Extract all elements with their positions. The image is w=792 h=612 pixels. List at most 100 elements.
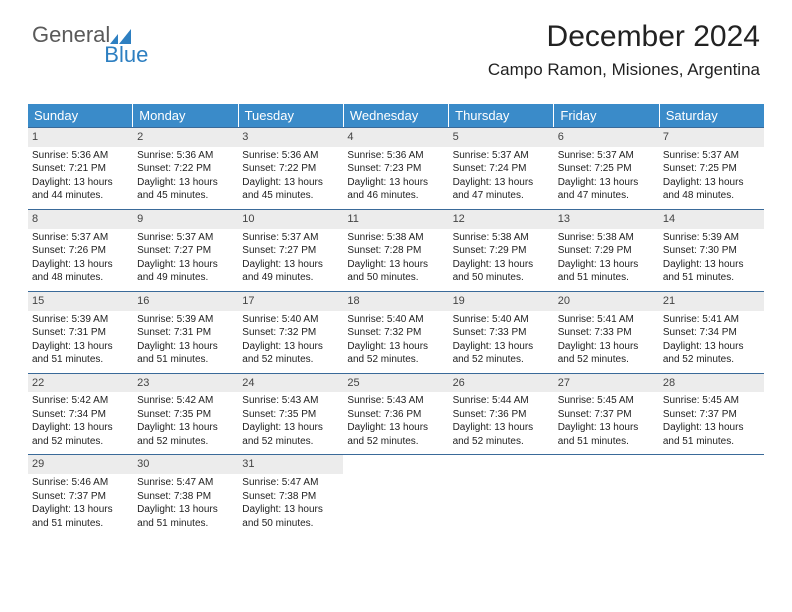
- sunrise-line: Sunrise: 5:47 AM: [242, 476, 339, 490]
- sunset-line: Sunset: 7:28 PM: [347, 244, 444, 258]
- day-header: Saturday: [660, 104, 764, 127]
- sunrise-line: Sunrise: 5:45 AM: [558, 394, 655, 408]
- sunset-line: Sunset: 7:21 PM: [32, 162, 129, 176]
- sunrise-line: Sunrise: 5:39 AM: [32, 313, 129, 327]
- sunset-line: Sunset: 7:38 PM: [137, 490, 234, 504]
- day-number: 5: [449, 128, 554, 147]
- day-number: 3: [238, 128, 343, 147]
- calendar-week-row: 22Sunrise: 5:42 AMSunset: 7:34 PMDayligh…: [28, 373, 764, 455]
- day-number: 14: [659, 210, 764, 229]
- calendar-day-cell: 20Sunrise: 5:41 AMSunset: 7:33 PMDayligh…: [554, 292, 659, 373]
- daylight-line: Daylight: 13 hours and 52 minutes.: [453, 340, 550, 367]
- calendar-day-cell: 3 Sunrise: 5:36 AMSunset: 7:22 PMDaylight…: [238, 128, 343, 209]
- calendar-day-cell: 26Sunrise: 5:44 AMSunset: 7:36 PMDayligh…: [449, 374, 554, 455]
- day-header: Tuesday: [239, 104, 344, 127]
- calendar-day-cell: 31 Sunrise: 5:47 AMSunset: 7:38 PMDayligh…: [238, 455, 343, 536]
- calendar-day-cell: 14 Sunrise: 5:39 AMSunset: 7:30 PMDayligh…: [659, 210, 764, 291]
- daylight-line: Daylight: 13 hours and 52 minutes.: [347, 340, 444, 367]
- daylight-line: Daylight: 13 hours and 47 minutes.: [453, 176, 550, 203]
- daylight-line: Daylight: 13 hours and 52 minutes.: [242, 340, 339, 367]
- sunset-line: Sunset: 7:22 PM: [242, 162, 339, 176]
- calendar-day-cell: 19Sunrise: 5:40 AMSunset: 7:33 PMDayligh…: [449, 292, 554, 373]
- calendar-body: 1 Sunrise: 5:36 AM Sunset: 7:21 PM Daylight…: [28, 127, 764, 536]
- sunset-line: Sunset: 7:37 PM: [558, 408, 655, 422]
- sunset-line: Sunset: 7:30 PM: [663, 244, 760, 258]
- daylight-line: Daylight: 13 hours and 52 minutes.: [242, 421, 339, 448]
- day-number: 11: [343, 210, 448, 229]
- page-subtitle: Campo Ramon, Misiones, Argentina: [488, 60, 760, 80]
- calendar-day-cell: 15Sunrise: 5:39 AMSunset: 7:31 PMDayligh…: [28, 292, 133, 373]
- sunset-line: Sunset: 7:22 PM: [137, 162, 234, 176]
- day-number: 19: [449, 292, 554, 311]
- day-number: 30: [133, 455, 238, 474]
- daylight-line: Daylight: 13 hours and 51 minutes.: [32, 340, 129, 367]
- sunrise-line: Sunrise: 5:38 AM: [453, 231, 550, 245]
- day-number: 12: [449, 210, 554, 229]
- sunset-line: Sunset: 7:23 PM: [347, 162, 444, 176]
- sunrise-line: Sunrise: 5:41 AM: [558, 313, 655, 327]
- sunrise-line: Sunrise: 5:39 AM: [663, 231, 760, 245]
- sunrise-line: Sunrise: 5:41 AM: [663, 313, 760, 327]
- daylight-line: Daylight: 13 hours and 51 minutes.: [663, 258, 760, 285]
- sunset-line: Sunset: 7:38 PM: [242, 490, 339, 504]
- day-number: 22: [28, 374, 133, 393]
- sunset-line: Sunset: 7:33 PM: [453, 326, 550, 340]
- sunset-line: Sunset: 7:32 PM: [347, 326, 444, 340]
- sunrise-line: Sunrise: 5:42 AM: [32, 394, 129, 408]
- daylight-line: Daylight: 13 hours and 47 minutes.: [558, 176, 655, 203]
- day-header: Monday: [133, 104, 238, 127]
- day-number: 31: [238, 455, 343, 474]
- logo-text-blue: Blue: [104, 42, 148, 68]
- daylight-line: Daylight: 13 hours and 52 minutes.: [558, 340, 655, 367]
- sunrise-line: Sunrise: 5:37 AM: [453, 149, 550, 163]
- day-header: Thursday: [449, 104, 554, 127]
- daylight-line: Daylight: 13 hours and 52 minutes.: [137, 421, 234, 448]
- day-number: 1: [28, 128, 133, 147]
- daylight-line: Daylight: 13 hours and 50 minutes.: [347, 258, 444, 285]
- day-number: 25: [343, 374, 448, 393]
- daylight-line: Daylight: 13 hours and 52 minutes.: [32, 421, 129, 448]
- sunrise-line: Sunrise: 5:36 AM: [137, 149, 234, 163]
- day-header: Sunday: [28, 104, 133, 127]
- sunset-line: Sunset: 7:36 PM: [347, 408, 444, 422]
- calendar-day-cell: 22Sunrise: 5:42 AMSunset: 7:34 PMDayligh…: [28, 374, 133, 455]
- calendar-day-cell: 12Sunrise: 5:38 AMSunset: 7:29 PMDayligh…: [449, 210, 554, 291]
- daylight-line: Daylight: 13 hours and 51 minutes.: [558, 258, 655, 285]
- calendar-day-cell: 28Sunrise: 5:45 AMSunset: 7:37 PMDayligh…: [659, 374, 764, 455]
- day-number: 8: [28, 210, 133, 229]
- calendar-day-cell: 7Sunrise: 5:37 AMSunset: 7:25 PMDaylight…: [659, 128, 764, 209]
- day-number: 24: [238, 374, 343, 393]
- calendar-day-cell: 4Sunrise: 5:36 AMSunset: 7:23 PMDaylight…: [343, 128, 448, 209]
- calendar-day-cell: 18 Sunrise: 5:40 AMSunset: 7:32 PMDayligh…: [343, 292, 448, 373]
- daylight-line: Daylight: 13 hours and 50 minutes.: [453, 258, 550, 285]
- calendar-day-cell: 9Sunrise: 5:37 AMSunset: 7:27 PMDaylight…: [133, 210, 238, 291]
- calendar-day-cell: 16Sunrise: 5:39 AMSunset: 7:31 PMDayligh…: [133, 292, 238, 373]
- daylight-line: Daylight: 13 hours and 45 minutes.: [242, 176, 339, 203]
- daylight-line: Daylight: 13 hours and 51 minutes.: [32, 503, 129, 530]
- sunset-line: Sunset: 7:32 PM: [242, 326, 339, 340]
- day-header: Friday: [554, 104, 659, 127]
- day-number: 6: [554, 128, 659, 147]
- calendar-week-row: 15Sunrise: 5:39 AMSunset: 7:31 PMDayligh…: [28, 291, 764, 373]
- calendar-day-cell: [659, 455, 764, 536]
- calendar-day-cell: 29Sunrise: 5:46 AMSunset: 7:37 PMDayligh…: [28, 455, 133, 536]
- sunrise-line: Sunrise: 5:38 AM: [558, 231, 655, 245]
- sunrise-line: Sunrise: 5:37 AM: [242, 231, 339, 245]
- sunrise-line: Sunrise: 5:36 AM: [242, 149, 339, 163]
- day-number: 18: [343, 292, 448, 311]
- calendar-day-cell: 24Sunrise: 5:43 AMSunset: 7:35 PMDayligh…: [238, 374, 343, 455]
- sunset-line: Sunset: 7:34 PM: [663, 326, 760, 340]
- sunrise-line: Sunrise: 5:36 AM: [347, 149, 444, 163]
- daylight-line: Daylight: 13 hours and 51 minutes.: [137, 503, 234, 530]
- sunset-line: Sunset: 7:31 PM: [137, 326, 234, 340]
- daylight-line: Daylight: 13 hours and 50 minutes.: [242, 503, 339, 530]
- day-number: 21: [659, 292, 764, 311]
- daylight-line: Daylight: 13 hours and 46 minutes.: [347, 176, 444, 203]
- sunset-line: Sunset: 7:25 PM: [663, 162, 760, 176]
- sunset-line: Sunset: 7:24 PM: [453, 162, 550, 176]
- calendar-week-row: 29Sunrise: 5:46 AMSunset: 7:37 PMDayligh…: [28, 454, 764, 536]
- sunrise-line: Sunrise: 5:40 AM: [347, 313, 444, 327]
- day-header: Wednesday: [344, 104, 449, 127]
- day-number: 27: [554, 374, 659, 393]
- sunrise-line: Sunrise: 5:44 AM: [453, 394, 550, 408]
